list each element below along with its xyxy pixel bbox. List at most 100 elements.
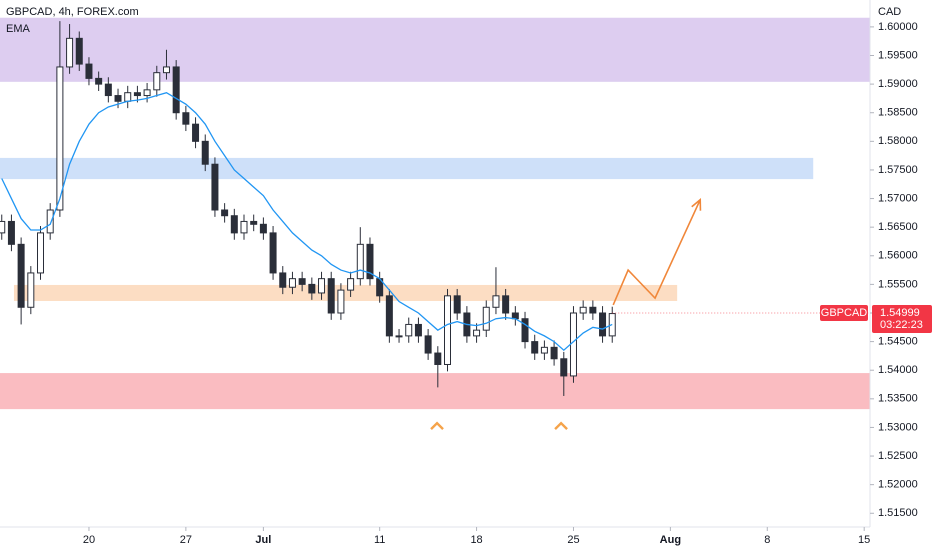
symbol-tag-label: GBPCAD — [821, 307, 868, 319]
x-tick-label: Aug — [660, 534, 681, 546]
indicator-legend: EMA — [6, 23, 31, 35]
x-tick-label: 15 — [858, 534, 870, 546]
y-axis-label: CAD — [878, 6, 901, 18]
candle-body — [240, 220, 248, 234]
candle-body — [540, 346, 548, 354]
y-tick-label: 1.52500 — [878, 450, 918, 462]
candle-body — [395, 335, 403, 338]
x-tick-label: 27 — [180, 534, 192, 546]
candle-body — [521, 318, 529, 343]
zone — [0, 157, 814, 180]
candle-body — [473, 329, 481, 337]
x-tick-label: Jul — [255, 534, 271, 546]
candle-body — [211, 163, 219, 211]
candle-body — [46, 209, 54, 234]
candle-body — [347, 278, 355, 291]
plot-area — [0, 17, 870, 430]
y-tick-label: 1.58500 — [878, 107, 918, 119]
candle-body — [424, 335, 432, 354]
candle-body — [589, 306, 597, 314]
candle-body — [259, 223, 267, 234]
y-tick-label: 1.56500 — [878, 221, 918, 233]
ema-line — [1, 91, 613, 352]
price-tag — [872, 305, 932, 334]
x-tick-label: 8 — [764, 534, 770, 546]
candle-body — [599, 312, 607, 337]
candle-body — [133, 92, 141, 97]
candle-body — [17, 243, 25, 308]
y-tick-label: 1.58000 — [878, 135, 918, 147]
y-tick-label: 1.53500 — [878, 393, 918, 405]
candle-body — [288, 278, 296, 288]
candle-body — [298, 278, 306, 285]
candle-body — [7, 220, 15, 245]
candle-body — [85, 63, 93, 79]
candle-body — [66, 37, 74, 68]
candle-body — [0, 220, 6, 234]
y-tick-label: 1.59500 — [878, 49, 918, 61]
candle-body — [405, 323, 413, 337]
x-tick-label: 25 — [567, 534, 579, 546]
candle-body — [434, 352, 442, 365]
chart-title: GBPCAD, 4h, FOREX.com — [6, 6, 139, 18]
candle-body — [569, 312, 577, 377]
candle-body — [385, 295, 393, 337]
candle-body — [337, 289, 345, 314]
candle-body — [579, 306, 587, 314]
candle-body — [366, 243, 374, 280]
candle-body — [172, 66, 180, 114]
countdown-label: 03:22:23 — [880, 319, 923, 331]
y-tick-label: 1.53000 — [878, 421, 918, 433]
candle-body — [327, 278, 335, 314]
candle-body — [37, 232, 45, 274]
candle-body — [153, 72, 161, 91]
chevron-marker — [554, 421, 568, 430]
candle-body — [95, 77, 103, 85]
chevron-marker — [430, 421, 444, 430]
candle-body — [492, 295, 500, 308]
candle-body — [356, 243, 364, 280]
candle-body — [124, 92, 132, 102]
symbol-tag — [820, 305, 868, 322]
candle-body — [230, 215, 238, 234]
candle-body — [56, 66, 64, 211]
candle-body — [560, 358, 568, 377]
arrow-head — [691, 198, 702, 211]
candle-body — [453, 295, 461, 314]
candle-body — [531, 341, 539, 354]
candle-body — [104, 83, 112, 97]
candle-body — [308, 283, 316, 294]
candle-body — [182, 112, 190, 125]
candle-body — [75, 37, 83, 65]
y-tick-label: 1.57000 — [878, 192, 918, 204]
candle-body — [250, 220, 258, 225]
candle-body — [550, 346, 558, 360]
zone — [0, 373, 870, 410]
candle-body — [143, 89, 151, 97]
candle-body — [201, 140, 209, 165]
y-tick-label: 1.55500 — [878, 278, 918, 290]
y-tick-label: 1.60000 — [878, 21, 918, 33]
x-tick-label: 18 — [470, 534, 482, 546]
candle-body — [414, 323, 422, 337]
y-tick-label: 1.51500 — [878, 507, 918, 519]
zone — [0, 17, 870, 82]
candle-body — [318, 278, 326, 294]
price-tag-label: 1.54999 — [880, 307, 920, 319]
y-tick-label: 1.54000 — [878, 364, 918, 376]
candle-body — [269, 232, 277, 274]
projection-arrow — [612, 199, 701, 306]
candle-body — [114, 95, 122, 102]
y-tick-label: 1.56000 — [878, 250, 918, 262]
y-tick-label: 1.54500 — [878, 336, 918, 348]
candle-body — [192, 123, 200, 142]
candle-body — [279, 272, 287, 288]
x-tick-label: 20 — [83, 534, 95, 546]
candle-body — [221, 209, 229, 217]
y-tick-label: 1.57500 — [878, 164, 918, 176]
y-tick-label: 1.52000 — [878, 479, 918, 491]
candle-body — [27, 272, 35, 308]
candle-body — [502, 295, 510, 314]
